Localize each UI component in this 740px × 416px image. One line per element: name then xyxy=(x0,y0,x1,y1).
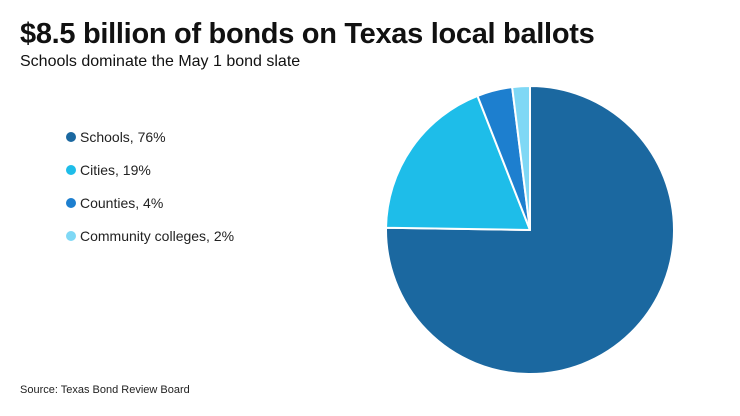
chart-title: $8.5 billion of bonds on Texas local bal… xyxy=(20,18,595,50)
pie-slice-community-colleges xyxy=(511,84,531,231)
legend-item-counties: Counties, 4% xyxy=(66,192,234,214)
chart-subtitle: Schools dominate the May 1 bond slate xyxy=(20,53,301,70)
legend-label-schools: Schools, 76% xyxy=(80,129,166,145)
legend-item-schools: Schools, 76% xyxy=(66,126,234,148)
legend-label-community-colleges: Community colleges, 2% xyxy=(80,228,235,244)
pie-chart xyxy=(385,84,676,375)
pie-slices xyxy=(385,84,676,375)
source-note: Source: Texas Bond Review Board xyxy=(20,384,190,396)
legend-label-cities: Cities, 19% xyxy=(80,162,151,178)
legend-swatch-cities xyxy=(66,165,76,175)
legend-swatch-schools xyxy=(66,132,76,142)
pie-slice-cities xyxy=(385,94,531,231)
legend-swatch-counties xyxy=(66,198,76,208)
legend: Schools, 76% Cities, 19% Counties, 4% Co… xyxy=(66,126,234,258)
legend-swatch-community-colleges xyxy=(66,231,76,241)
legend-item-community-colleges: Community colleges, 2% xyxy=(66,225,234,247)
legend-label-counties: Counties, 4% xyxy=(80,195,164,211)
legend-item-cities: Cities, 19% xyxy=(66,159,234,181)
